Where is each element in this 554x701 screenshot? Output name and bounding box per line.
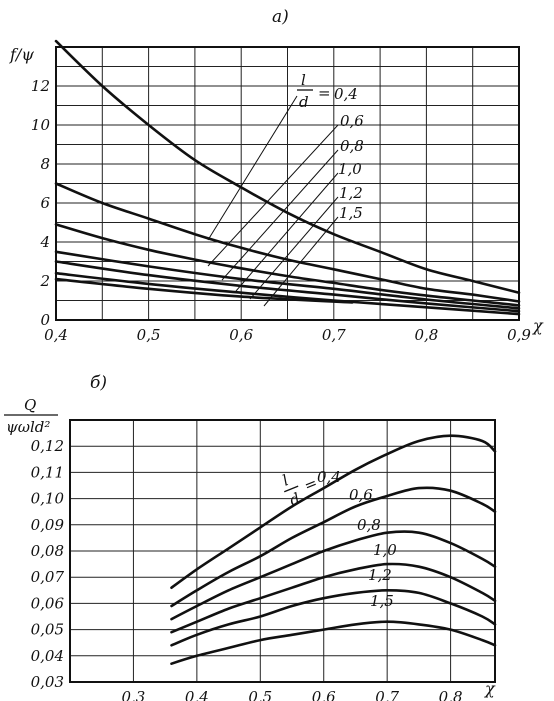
chart-b-x-tick-label: 0,3 <box>122 688 146 701</box>
chart-a-series-line <box>54 39 521 294</box>
chart-a: а) f/ψ χ 0,4 0,5 0,6 0,7 0,8 0,9 0 2 4 6 8 10 12 l … <box>9 7 544 344</box>
chart-b-curve-label: 0,6 <box>349 486 373 504</box>
chart-a-x-tick-label: 0,7 <box>322 326 346 344</box>
chart-b-series-line <box>170 486 497 608</box>
chart-a-x-tick-label: 0,6 <box>229 326 253 344</box>
chart-a-x-tick-label: 0,9 <box>507 326 531 344</box>
chart-b-x-ticks: 0,3 0,4 0,5 0,6 0,7 0,8 <box>122 688 463 701</box>
chart-a-panel-label: а) <box>272 7 289 27</box>
chart-b-param-numerator: l <box>280 471 291 490</box>
chart-a-series-line <box>54 223 521 307</box>
chart-b-curve-label: 1,5 <box>370 592 394 610</box>
leader-line <box>249 196 339 300</box>
chart-a-curve-label: 0,4 <box>334 85 358 103</box>
chart-b-y-tick-label: 0,08 <box>31 542 64 560</box>
chart-b-y-tick-label: 0,10 <box>31 490 65 508</box>
chart-a-curve-label: 1,0 <box>338 160 362 178</box>
chart-a-y-tick-label: 2 <box>39 272 50 290</box>
chart-b-x-tick-label: 0,5 <box>248 688 272 701</box>
chart-b-series-line <box>170 588 497 647</box>
chart-b-y-tick-label: 0,12 <box>31 437 64 455</box>
chart-b-y-label-numerator: Q <box>24 396 36 414</box>
chart-a-y-tick-label: 0 <box>40 311 50 329</box>
chart-b-curve-label: 0,8 <box>357 516 381 534</box>
chart-a-y-tick-label: 10 <box>31 116 51 134</box>
chart-b-curve-label: 1,2 <box>368 566 392 584</box>
chart-a-x-ticks: 0,4 0,5 0,6 0,7 0,8 0,9 <box>44 326 531 344</box>
chart-b-x-tick-label: 0,7 <box>375 688 399 701</box>
chart-a-y-tick-label: 8 <box>40 155 50 173</box>
chart-a-series-line <box>54 277 354 304</box>
chart-a-series-line <box>54 250 521 310</box>
chart-b-series <box>170 434 497 665</box>
chart-a-param-denominator: d <box>299 93 309 111</box>
chart-a-series-line <box>54 271 521 316</box>
chart-a-x-tick-label: 0,8 <box>414 326 438 344</box>
chart-a-y-tick-label: 6 <box>40 194 50 212</box>
chart-a-y-tick-label: 4 <box>39 233 50 251</box>
chart-b-series-line <box>170 530 497 621</box>
chart-b-series-line <box>170 434 497 589</box>
chart-b-y-tick-label: 0,11 <box>31 463 64 481</box>
chart-a-series <box>54 39 521 316</box>
chart-b-curve-label: 0,4 <box>317 468 341 486</box>
chart-b-panel-label: б) <box>90 373 107 393</box>
chart-a-curve-label: 1,5 <box>339 204 363 222</box>
chart-a-param-equals: = <box>318 84 331 102</box>
chart-b-x-tick-label: 0,4 <box>185 688 209 701</box>
chart-b-x-tick-label: 0,8 <box>439 688 463 701</box>
chart-b-y-tick-label: 0,04 <box>31 647 64 665</box>
chart-b-x-tick-label: 0,6 <box>312 688 336 701</box>
chart-a-curve-labels: 0,4 0,6 0,8 1,0 1,2 1,5 <box>334 85 364 222</box>
chart-b-param-fraction-bar <box>284 485 299 493</box>
chart-a-y-axis-label: f/ψ <box>9 45 34 64</box>
chart-b-curve-labels: 0,4 0,6 0,8 1,0 1,2 1,5 <box>317 468 397 610</box>
chart-b-y-tick-label: 0,07 <box>31 568 65 586</box>
chart-b-y-tick-label: 0,06 <box>31 594 65 612</box>
chart-b: б) Q ψωld² χ 0,3 0,4 0,5 0,6 0,7 0,8 0,03 0,04… <box>4 373 497 701</box>
chart-a-curve-label: 1,2 <box>339 184 363 202</box>
chart-b-curve-label: 1,0 <box>373 541 397 559</box>
chart-b-series-line <box>170 562 497 634</box>
chart-b-series-line <box>170 620 497 665</box>
chart-a-x-axis-label: χ <box>532 316 544 335</box>
chart-b-param-denominator: d <box>287 489 303 509</box>
chart-a-curve-label: 0,8 <box>340 137 364 155</box>
chart-a-series-line <box>54 260 521 313</box>
leader-line <box>235 172 339 292</box>
chart-a-leader-lines <box>207 95 339 307</box>
chart-a-parameter-label: l d = <box>297 71 331 111</box>
chart-a-series-line <box>54 182 521 303</box>
chart-a-y-ticks: 0 2 4 6 8 10 12 <box>31 77 51 329</box>
chart-a-y-tick-label: 12 <box>31 77 50 95</box>
chart-a-x-tick-label: 0,5 <box>137 326 161 344</box>
chart-b-y-tick-label: 0,05 <box>31 621 64 639</box>
leader-line <box>221 149 339 281</box>
chart-b-x-axis-label: χ <box>484 679 496 698</box>
chart-a-x-tick-label: 0,4 <box>44 326 68 344</box>
chart-b-grid <box>69 420 495 683</box>
chart-b-y-ticks: 0,03 0,04 0,05 0,06 0,07 0,08 0,09 0,10 0,11 0,12 <box>31 437 65 691</box>
chart-a-param-numerator: l <box>301 71 306 89</box>
chart-a-grid <box>55 47 520 321</box>
chart-b-param-equals: = <box>301 474 319 495</box>
chart-b-plot-frame <box>69 419 496 683</box>
chart-b-y-tick-label: 0,03 <box>31 673 64 691</box>
leader-line <box>207 95 298 241</box>
chart-b-y-tick-label: 0,09 <box>31 516 65 534</box>
chart-a-curve-label: 0,6 <box>340 112 364 130</box>
leader-line <box>263 216 339 307</box>
chart-b-y-label-denominator: ψωld² <box>6 418 50 436</box>
leader-line <box>207 124 339 267</box>
